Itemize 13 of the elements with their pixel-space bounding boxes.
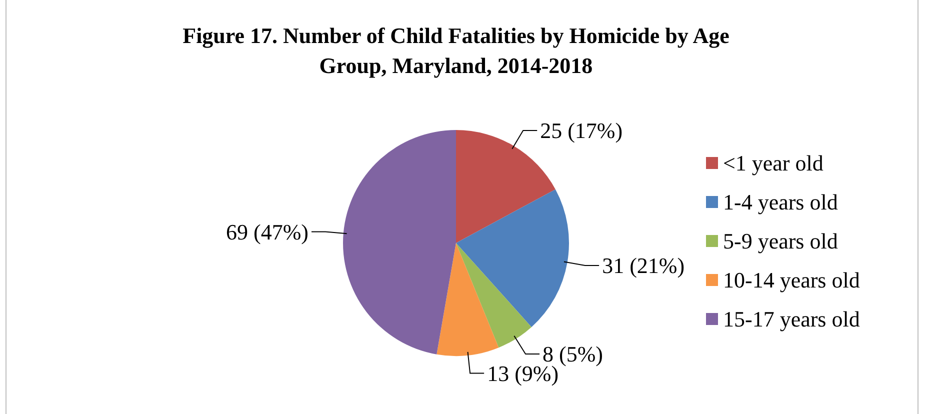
pie-slice [343,130,456,354]
pie-slice [456,189,569,328]
legend-label: 1-4 years old [723,190,838,215]
data-label: 31 (21%) [602,253,685,278]
legend-label: <1 year old [723,150,824,176]
data-label: 69 (47%) [226,219,308,244]
data-label: 25 (17%) [540,118,623,144]
pie-slice [436,243,499,356]
chart-title: Figure 17. Number of Child Fatalities by Homicide by Age Group, Maryland, 2014-2018 [182,23,730,78]
legend-label: 15-17 years old [723,306,860,332]
legend-label: 5-9 years old [723,228,838,254]
legend-label: 10-14 years old [723,268,860,293]
pie-slice [456,243,532,348]
